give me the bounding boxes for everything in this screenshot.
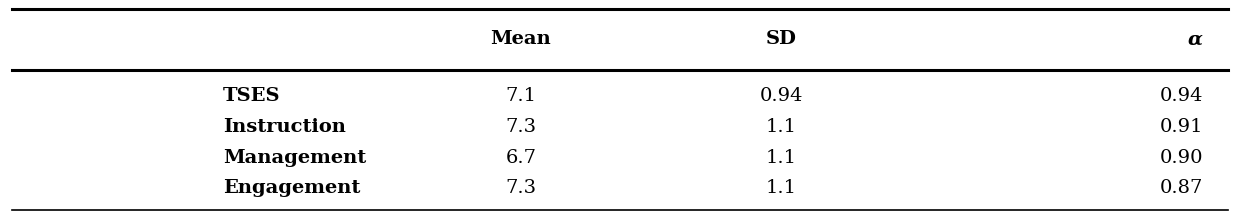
Text: Engagement: Engagement [223, 179, 361, 197]
Text: TSES: TSES [223, 87, 280, 105]
Text: 1.1: 1.1 [766, 179, 797, 197]
Text: 1.1: 1.1 [766, 118, 797, 136]
Text: Instruction: Instruction [223, 118, 346, 136]
Text: 0.94: 0.94 [1159, 87, 1203, 105]
Text: 1.1: 1.1 [766, 149, 797, 167]
Text: α: α [1188, 30, 1203, 48]
Text: 7.3: 7.3 [505, 118, 537, 136]
Text: 0.87: 0.87 [1159, 179, 1203, 197]
Text: 0.94: 0.94 [759, 87, 804, 105]
Text: 6.7: 6.7 [506, 149, 536, 167]
Text: 7.3: 7.3 [505, 179, 537, 197]
Text: Mean: Mean [491, 30, 551, 48]
Text: Management: Management [223, 149, 367, 167]
Text: 7.1: 7.1 [506, 87, 536, 105]
Text: SD: SD [766, 30, 797, 48]
Text: 0.90: 0.90 [1159, 149, 1203, 167]
Text: 0.91: 0.91 [1159, 118, 1203, 136]
